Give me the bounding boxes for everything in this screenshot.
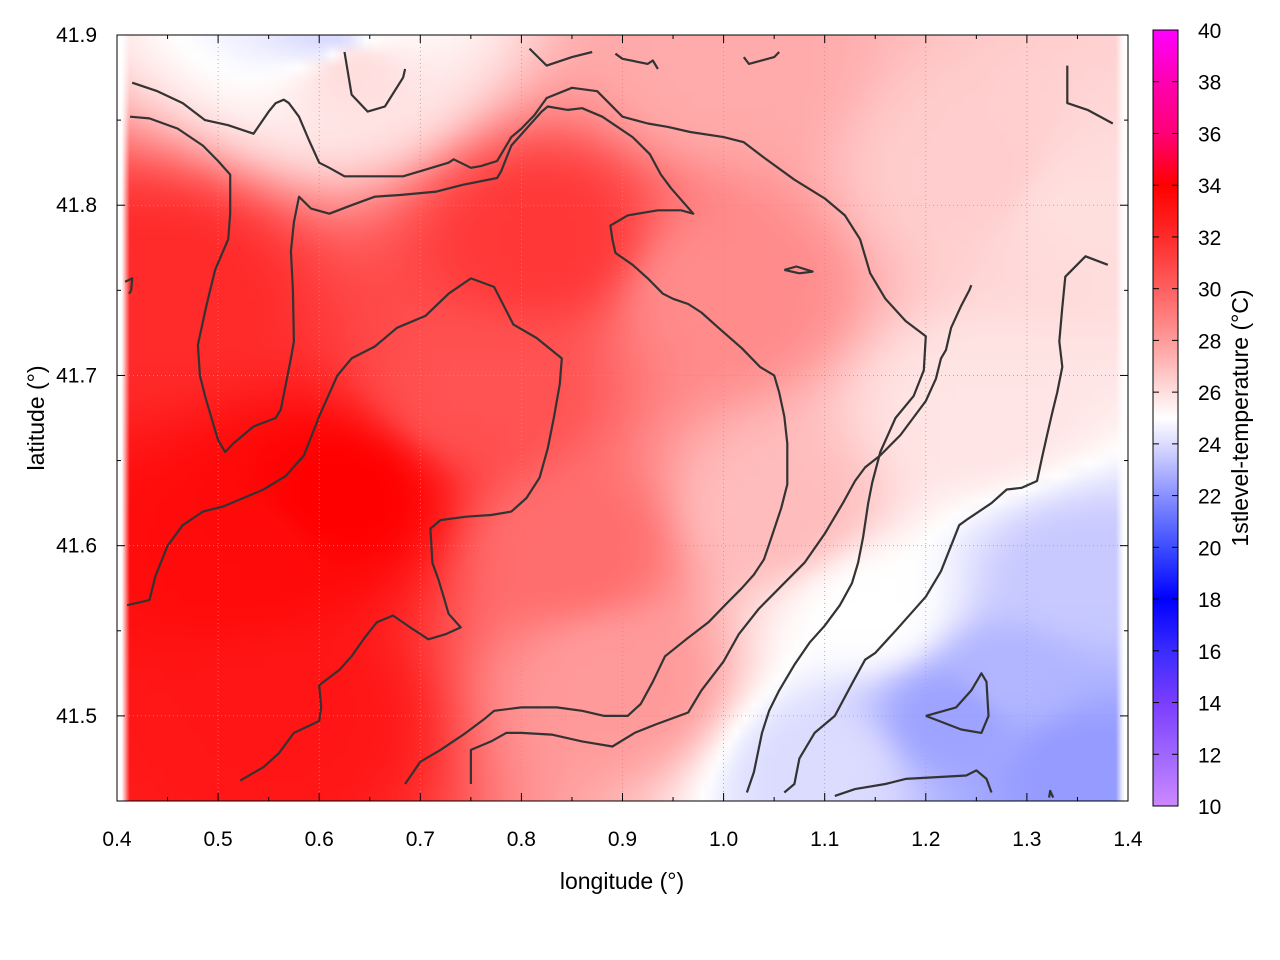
colorbar-ticks: 10 12 14 16 18 20 22 24 26 28 30 32 34 36 38 40: [1153, 20, 1222, 819]
contour-line: [1048, 789, 1055, 799]
colorbar-scale: [1152, 29, 1179, 807]
x-tick-label: 1.3: [1012, 828, 1041, 851]
colorbar-tick-label: 20: [1198, 537, 1221, 560]
contour-line: [834, 769, 993, 797]
contour-line: [124, 277, 134, 295]
x-tick-label: 0.6: [305, 828, 334, 851]
contour-line: [784, 265, 814, 275]
x-tick-label: 0.4: [102, 828, 132, 851]
x-tick-label: 1.2: [911, 828, 940, 851]
x-tick-label: 0.8: [507, 828, 536, 851]
contour-line: [614, 52, 659, 70]
colorbar-label: 1stlevel-temperature (°C): [1227, 289, 1253, 546]
y-tick-label: 41.6: [56, 535, 97, 558]
x-tick-label: 1.0: [709, 828, 738, 851]
contour-line: [130, 105, 789, 785]
colorbar-tick-label: 38: [1198, 72, 1221, 95]
colorbar-tick-label: 36: [1198, 123, 1221, 146]
colorbar-tick-label: 30: [1198, 279, 1221, 302]
colorbar-tick-label: 22: [1198, 486, 1221, 509]
colorbar-tick-label: 16: [1198, 641, 1221, 664]
y-tick-label: 41.8: [56, 194, 97, 217]
colorbar-tick-label: 28: [1198, 330, 1221, 353]
x-tick-label: 0.5: [203, 828, 232, 851]
contour-lines: [124, 47, 1114, 799]
y-axis-label: latitude (°): [23, 365, 49, 470]
contour-line: [343, 51, 407, 113]
x-axis-label: longitude (°): [560, 868, 684, 894]
colorbar-tick-label: 32: [1198, 227, 1221, 250]
colorbar: 10 12 14 16 18 20 22 24 26 28 30 32 34 36 38 40: [1152, 20, 1222, 819]
y-tick-label: 41.9: [56, 24, 97, 47]
x-tick-label: 0.9: [608, 828, 637, 851]
colorbar-tick-label: 12: [1198, 744, 1221, 767]
contour-line: [469, 284, 973, 784]
contour-line: [783, 255, 1109, 794]
colorbar-tick-label: 10: [1198, 796, 1221, 819]
colorbar-tick-label: 18: [1198, 589, 1221, 612]
temperature-heatmap: [117, 35, 1128, 801]
colorbar-tick-label: 24: [1198, 434, 1222, 457]
x-axis: 0.4 0.5 0.6 0.7 0.8 0.9 1.0 1.1 1.2 1.3 1.4: [102, 35, 1143, 851]
x-tick-label: 0.7: [406, 828, 435, 851]
colorbar-tick-label: 14: [1198, 693, 1222, 716]
contour-line: [925, 672, 990, 734]
y-tick-label: 41.7: [56, 364, 97, 387]
x-tick-label: 1.1: [810, 828, 839, 851]
y-tick-label: 41.5: [56, 705, 97, 728]
contour-line: [528, 47, 593, 67]
contour-line: [742, 51, 780, 65]
colorbar-tick-label: 26: [1198, 382, 1221, 405]
y-axis: 41.5 41.6 41.7 41.8 41.9: [56, 24, 1128, 728]
heatmap-layer: [117, 35, 1128, 801]
contour-line: [1066, 65, 1114, 125]
contour-line: [126, 277, 563, 782]
contour-line: [131, 81, 927, 793]
colorbar-tick-label: 40: [1198, 20, 1221, 43]
colorbar-tick-label: 34: [1198, 175, 1222, 198]
x-tick-label: 1.4: [1113, 828, 1143, 851]
